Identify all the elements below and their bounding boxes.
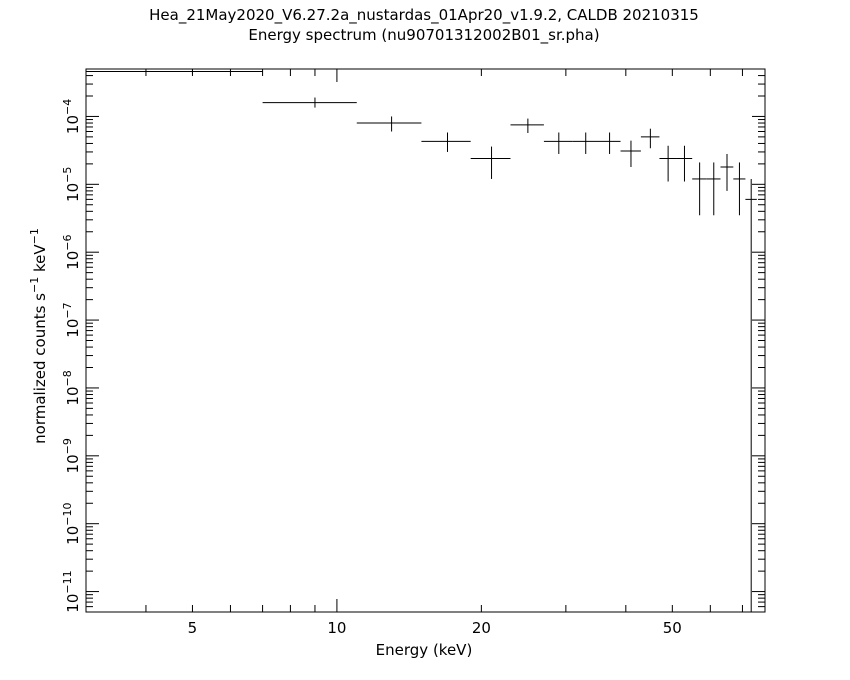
y-tick-label: 10−5 (61, 167, 82, 202)
y-tick-label-exp: −5 (61, 167, 74, 183)
y-tick-label-base: 10 (64, 319, 82, 338)
data-point (692, 162, 707, 216)
x-tick-label: 5 (188, 619, 198, 637)
y-tick-label-exp: −8 (61, 370, 74, 386)
chart-subtitle: Energy spectrum (nu90701312002B01_sr.pha… (248, 26, 599, 45)
data-point (659, 145, 677, 182)
y-tick-label-exp: −11 (61, 570, 74, 593)
data-point (597, 132, 621, 154)
y-tick-label: 10−9 (61, 438, 82, 473)
data-point (510, 118, 544, 134)
y-tick-label-exp: −10 (61, 503, 74, 526)
data-point (676, 145, 693, 182)
x-axis-label: Energy (keV) (376, 641, 473, 659)
data-point (640, 128, 660, 149)
y-axis-label: normalized counts s−1 keV−1 (28, 228, 49, 444)
y-tick-label-base: 10 (64, 526, 82, 545)
x-tick-label: 20 (472, 619, 491, 637)
x-axis: 5 10 20 50 (85, 69, 743, 637)
data-points (86, 69, 757, 612)
x-tick-label: 50 (663, 619, 682, 637)
data-point (706, 162, 721, 216)
y-tick-label-base: 10 (64, 454, 82, 473)
y-tick-label: 10−7 (61, 302, 82, 337)
data-point (86, 69, 263, 75)
data-point (720, 153, 734, 191)
data-point (572, 132, 598, 154)
y-tick-label: 10−10 (61, 503, 82, 545)
y-tick-label-base: 10 (64, 251, 82, 270)
y-tick-label-base: 10 (64, 387, 82, 406)
data-point (470, 146, 511, 179)
y-tick-label: 10−6 (61, 235, 82, 270)
y-tick-label: 10−11 (61, 570, 82, 612)
plot-frame (85, 68, 766, 613)
data-point (733, 162, 746, 216)
data-point (620, 140, 641, 167)
y-tick-label: 10−8 (61, 370, 82, 405)
y-tick-label-base: 10 (64, 115, 82, 134)
y-tick-label-exp: −6 (61, 235, 74, 251)
y-tick-label-exp: −7 (61, 302, 74, 318)
data-point (421, 132, 471, 152)
data-point (262, 97, 357, 108)
y-axis-label-mid: keV (31, 244, 49, 277)
y-tick-label: 10−4 (61, 99, 82, 134)
y-tick-label-exp: −4 (61, 99, 74, 115)
data-point (745, 178, 757, 612)
chart-title: Hea_21May2020_V6.27.2a_nustardas_01Apr20… (149, 6, 699, 25)
y-tick-label-exp: −9 (61, 438, 74, 454)
y-axis-label-sup1: −1 (28, 277, 41, 293)
y-axis-label-sup2: −1 (28, 228, 41, 244)
y-tick-label-base: 10 (64, 183, 82, 202)
y-tick-label-base: 10 (64, 594, 82, 613)
data-point (543, 132, 573, 154)
x-tick-label: 10 (327, 619, 346, 637)
data-point (356, 116, 422, 132)
y-axis-label-base: normalized counts s (31, 293, 49, 444)
